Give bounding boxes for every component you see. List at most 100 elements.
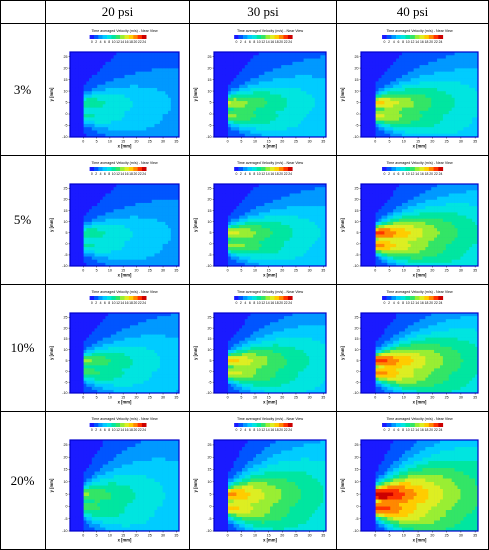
heatmap-cell bbox=[102, 87, 106, 92]
heatmap-cell bbox=[250, 199, 254, 204]
heatmap-cell bbox=[428, 97, 432, 102]
heatmap-cell bbox=[448, 97, 452, 102]
heatmap-cell bbox=[419, 84, 423, 89]
heatmap-cell bbox=[244, 81, 248, 85]
heatmap-cell bbox=[225, 58, 229, 63]
heatmap-cell bbox=[154, 94, 158, 99]
heatmap-cell bbox=[89, 202, 93, 207]
heatmap-cell bbox=[236, 221, 240, 226]
colorbar-swatch bbox=[128, 35, 134, 39]
heatmap-cell bbox=[250, 225, 254, 229]
heatmap-cell bbox=[439, 114, 444, 118]
heatmap-cell bbox=[378, 130, 382, 135]
heatmap-cell bbox=[228, 68, 232, 72]
heatmap-cell bbox=[121, 97, 125, 102]
heatmap-cell bbox=[272, 74, 276, 79]
heatmap-cell bbox=[236, 127, 240, 131]
heatmap-cell bbox=[154, 58, 158, 63]
heatmap-cell bbox=[127, 127, 131, 131]
heatmap-cell bbox=[230, 184, 234, 188]
heatmap-cell bbox=[121, 243, 125, 248]
heatmap-cell bbox=[151, 225, 155, 229]
heatmap-cell bbox=[121, 127, 125, 131]
heatmap-cell bbox=[434, 123, 438, 128]
colorbar-tick-label: 0 bbox=[91, 172, 93, 176]
heatmap-cell bbox=[116, 262, 120, 267]
heatmap-cell bbox=[91, 187, 95, 191]
heatmap-cell bbox=[216, 212, 220, 216]
heatmap-cell bbox=[140, 228, 144, 232]
heatmap-cell bbox=[460, 127, 464, 131]
heatmap-cell bbox=[113, 184, 117, 188]
heatmap-cell bbox=[466, 101, 470, 105]
heatmap-cell bbox=[410, 114, 414, 118]
heatmap-cell bbox=[140, 68, 144, 72]
heatmap-cell bbox=[399, 104, 403, 108]
heatmap-cell bbox=[225, 74, 229, 79]
heatmap-cell bbox=[267, 247, 271, 251]
heatmap-cell bbox=[442, 78, 447, 82]
heatmap-cell bbox=[105, 81, 109, 85]
heatmap-cell bbox=[216, 256, 220, 260]
heatmap-cell bbox=[451, 127, 455, 131]
heatmap-cell bbox=[419, 120, 423, 125]
heatmap-cell bbox=[127, 81, 131, 85]
heatmap-cell bbox=[475, 58, 479, 63]
heatmap-cell bbox=[242, 130, 246, 135]
colorbar-tick-label: 4 bbox=[244, 172, 246, 176]
heatmap-cell bbox=[267, 190, 271, 194]
heatmap-cell bbox=[89, 130, 93, 135]
heatmap-cell bbox=[378, 81, 382, 85]
heatmap-cell bbox=[165, 218, 169, 223]
heatmap-cell bbox=[159, 94, 163, 99]
heatmap-cell bbox=[135, 253, 139, 257]
heatmap-cell bbox=[159, 52, 163, 56]
heatmap-cell bbox=[97, 237, 101, 242]
colorbar-swatch bbox=[428, 35, 434, 39]
heatmap-cell bbox=[472, 61, 476, 66]
heatmap-cell bbox=[375, 71, 379, 76]
heatmap-cell bbox=[264, 218, 268, 223]
heatmap-cell bbox=[233, 117, 237, 121]
heatmap-cell bbox=[132, 184, 136, 188]
heatmap-cell bbox=[416, 127, 420, 131]
heatmap-cell bbox=[309, 117, 313, 121]
heatmap-cell bbox=[258, 240, 262, 245]
heatmap-cell bbox=[216, 74, 220, 79]
heatmap-cell bbox=[162, 243, 166, 248]
heatmap-cell bbox=[91, 68, 95, 72]
heatmap-cell bbox=[143, 101, 147, 105]
heatmap-cell bbox=[214, 78, 218, 82]
heatmap-cell bbox=[143, 52, 147, 56]
heatmap-cell bbox=[173, 117, 177, 121]
heatmap-cell bbox=[102, 253, 106, 257]
heatmap-cell bbox=[303, 68, 307, 72]
heatmap-cell bbox=[375, 58, 379, 63]
heatmap-cell bbox=[390, 101, 394, 105]
heatmap-cell bbox=[157, 234, 161, 238]
heatmap-cell bbox=[165, 55, 169, 59]
heatmap-cell bbox=[369, 84, 373, 89]
heatmap-cell bbox=[170, 55, 174, 59]
heatmap-cell bbox=[157, 55, 161, 59]
heatmap-cell bbox=[230, 243, 234, 248]
heatmap-cell bbox=[439, 130, 444, 135]
heatmap-cell bbox=[410, 127, 414, 131]
heatmap-cell bbox=[94, 71, 98, 76]
heatmap-cell bbox=[124, 212, 128, 216]
heatmap-cell bbox=[97, 240, 101, 245]
heatmap-cell bbox=[149, 94, 153, 99]
heatmap-cell bbox=[256, 228, 260, 232]
heatmap-cell bbox=[261, 101, 265, 105]
heatmap-cell bbox=[289, 104, 293, 108]
heatmap-cell bbox=[393, 110, 397, 115]
heatmap-cell bbox=[236, 206, 240, 210]
heatmap-cell bbox=[378, 84, 382, 89]
heatmap-cell bbox=[267, 237, 271, 242]
heatmap-cell bbox=[469, 52, 473, 56]
heatmap-cell bbox=[239, 97, 243, 102]
heatmap-cell bbox=[146, 61, 150, 66]
heatmap-cell bbox=[72, 133, 76, 138]
heatmap-cell bbox=[121, 212, 125, 216]
heatmap-cell bbox=[124, 202, 128, 207]
